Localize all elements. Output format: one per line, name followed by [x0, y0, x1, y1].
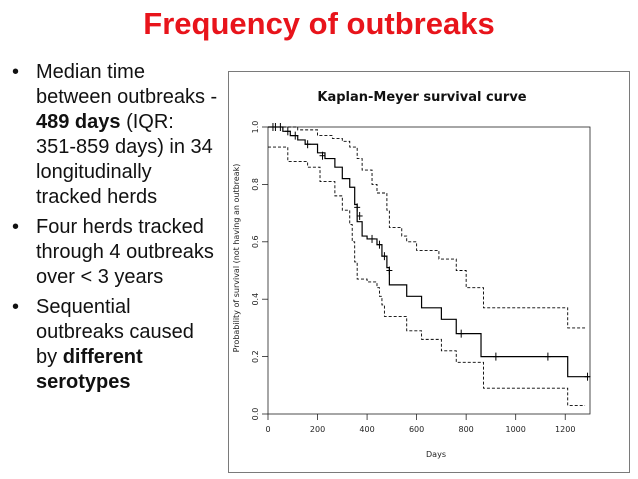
- plot-box: [267, 126, 591, 415]
- x-tick-label: 200: [310, 425, 325, 434]
- y-tick-label: 1.0: [251, 121, 260, 134]
- bullet-dot-icon: •: [12, 296, 20, 318]
- bullet-text: Sequential outbreaks caused by: [36, 296, 194, 368]
- bullet-item: • Median time between outbreaks - 489 day…: [8, 60, 218, 210]
- bullet-text-bold: 489 days: [36, 111, 121, 133]
- bullet-text-bold: different serotypes: [36, 346, 143, 393]
- x-tick-label: 600: [409, 425, 424, 434]
- survival-chart: Kaplan-Meyer survival curve 0 200 400 600 80…: [232, 90, 591, 459]
- bullet-dot-icon: •: [12, 61, 20, 83]
- bullet-text: Four herds tracked through 4 outbreaks o…: [36, 216, 214, 288]
- chart-panel: Kaplan-Meyer survival curve 0 200 400 600 80…: [228, 71, 630, 473]
- y-tick-label: 0.6: [251, 235, 260, 248]
- x-axis-label: Days: [426, 450, 446, 459]
- y-tick-label: 0.0: [251, 408, 260, 421]
- series-line-upper-ci: [268, 126, 586, 329]
- bullet-item: • Four herds tracked through 4 outbreaks …: [8, 215, 218, 290]
- y-tick-label: 0.2: [251, 350, 260, 363]
- y-tick-label: 0.8: [251, 178, 260, 191]
- series-line-estimate: [268, 126, 590, 378]
- bullet-dot-icon: •: [12, 216, 20, 238]
- bullet-list: • Median time between outbreaks - 489 day…: [8, 60, 218, 400]
- chart-title: Kaplan-Meyer survival curve: [317, 90, 526, 105]
- bullet-text: Median time between outbreaks -: [36, 61, 218, 108]
- slide-title: Frequency of outbreaks: [143, 6, 495, 41]
- y-tick-label: 0.4: [251, 293, 260, 306]
- plot-area: 0 200 400 600 800 1000 1200 0.0 0.2 0.4 0.6 0.8 1.0: [251, 121, 591, 434]
- x-tick-label: 800: [459, 425, 474, 434]
- x-tick-label: 1200: [555, 425, 575, 434]
- bullet-text: (IQR: 351-859 days) in 34 longitudinally…: [36, 111, 213, 208]
- bullet-item: • Sequential outbreaks caused by differen…: [8, 295, 218, 395]
- x-tick-label: 400: [359, 425, 374, 434]
- y-axis-label: Probability of survival (not having an o…: [232, 164, 241, 353]
- x-tick-label: 0: [265, 425, 270, 434]
- x-tick-label: 1000: [506, 425, 526, 434]
- series-line-lower-ci: [268, 146, 586, 406]
